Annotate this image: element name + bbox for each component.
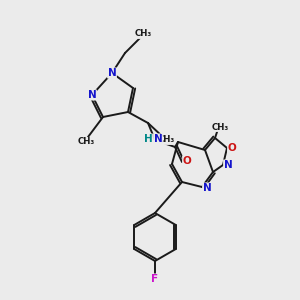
Text: N: N [224, 160, 232, 170]
Text: CH₃: CH₃ [77, 137, 94, 146]
Text: F: F [152, 274, 159, 284]
Text: N: N [202, 183, 211, 193]
Text: N: N [108, 68, 116, 78]
Text: O: O [228, 143, 236, 153]
Text: N: N [88, 90, 96, 100]
Text: H: H [144, 134, 152, 144]
Text: CH₃: CH₃ [212, 122, 229, 131]
Text: CH₃: CH₃ [158, 136, 175, 145]
Text: CH₃: CH₃ [134, 29, 152, 38]
Text: O: O [183, 156, 191, 166]
Text: N: N [154, 134, 162, 144]
